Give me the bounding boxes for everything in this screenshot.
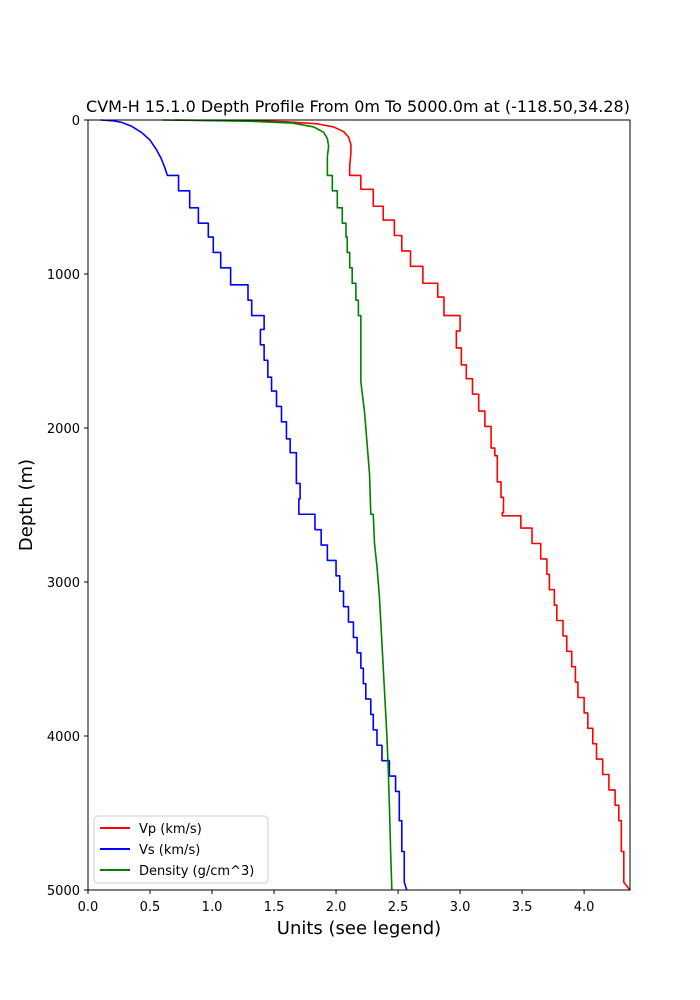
y-tick-label: 4000 [47,730,80,745]
x-tick-label: 1.0 [202,900,223,915]
plot-frame [87,119,631,891]
x-axis-label: Units (see legend) [277,918,441,939]
series-line-0 [174,119,631,891]
plot-area [87,119,631,891]
series-layer [100,119,631,891]
plot-background [88,120,630,890]
legend: Vp (km/s) Vs (km/s) Density (g/cm^3) [93,815,269,884]
x-tick-label: 1.5 [264,900,285,915]
legend-label-1: Vs (km/s) [139,843,200,858]
y-tick-label: 3000 [47,576,80,591]
y-tick-label: 5000 [47,884,80,899]
x-tick-label: 3.0 [450,900,471,915]
x-tick-label: 3.5 [512,900,533,915]
legend-label-2: Density (g/cm^3) [139,864,254,879]
chart-title: CVM-H 15.1.0 Depth Profile From 0m To 50… [86,97,630,116]
x-tick-label: 2.5 [388,900,409,915]
legend-label-0: Vp (km/s) [139,822,202,837]
x-tick-label: 2.0 [326,900,347,915]
y-tick-label: 1000 [47,268,80,283]
y-axis: 0 1000 2000 3000 4000 5000 [47,114,88,899]
series-line-1 [100,119,408,891]
x-tick-label: 4.0 [574,900,595,915]
y-axis-label: Depth (m) [16,459,37,551]
x-tick-label: 0.0 [78,900,99,915]
y-tick-label: 0 [72,114,80,129]
x-tick-label: 0.5 [140,900,161,915]
x-axis: 0.0 0.5 1.0 1.5 2.0 2.5 3.0 3.5 4.0 [78,890,595,915]
legend-box [93,815,269,884]
y-tick-label: 2000 [47,422,80,437]
series-line-2 [162,119,393,891]
